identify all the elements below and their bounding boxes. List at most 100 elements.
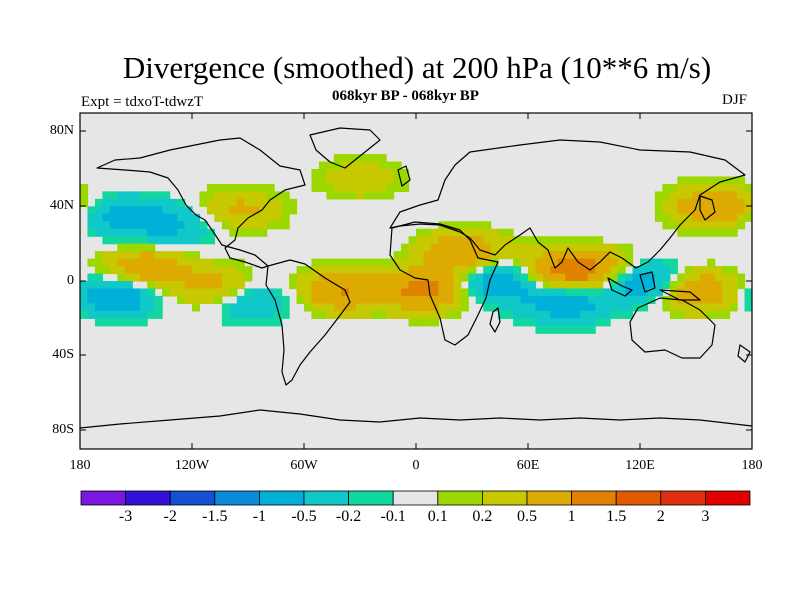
contour-cell xyxy=(169,251,178,260)
contour-cell xyxy=(281,213,290,222)
contour-cell xyxy=(274,191,283,200)
contour-cell xyxy=(266,198,275,207)
contour-cell xyxy=(587,303,596,312)
contour-cell xyxy=(356,258,365,267)
contour-cell xyxy=(617,251,626,260)
contour-cell xyxy=(640,258,649,267)
contour-cell xyxy=(572,251,581,260)
contour-cell xyxy=(707,281,716,290)
contour-cell xyxy=(229,183,238,192)
contour-cell xyxy=(229,318,238,327)
contour-cell xyxy=(266,206,275,215)
contour-cell xyxy=(124,206,133,215)
contour-cell xyxy=(251,318,260,327)
contour-cell xyxy=(542,303,551,312)
contour-cell xyxy=(236,310,245,319)
contour-cell xyxy=(162,191,171,200)
colorbar-label: -2 xyxy=(163,508,177,525)
contour-cell xyxy=(236,206,245,215)
contour-cell xyxy=(669,198,678,207)
contour-cell xyxy=(647,288,656,297)
contour-cell xyxy=(318,310,327,319)
contour-cell xyxy=(356,288,365,297)
contour-cell xyxy=(311,295,320,304)
colorbar-label: -0.2 xyxy=(335,508,362,525)
contour-cell xyxy=(535,288,544,297)
contour-cell xyxy=(737,176,746,185)
contour-cell xyxy=(221,318,230,327)
contour-cell xyxy=(408,258,417,267)
contour-cell xyxy=(94,213,103,222)
contour-cell xyxy=(259,228,268,237)
contour-cell xyxy=(640,295,649,304)
colorbar-label: -0.1 xyxy=(380,508,406,525)
contour-cell xyxy=(453,236,462,245)
contour-cell xyxy=(274,288,283,297)
contour-cell xyxy=(722,183,731,192)
contour-cell xyxy=(147,310,156,319)
contour-cell xyxy=(520,310,529,319)
contour-cell xyxy=(647,273,656,282)
contour-cell xyxy=(371,176,380,185)
contour-cell xyxy=(505,236,514,245)
contour-cell xyxy=(565,310,574,319)
contour-cell xyxy=(274,318,283,327)
contour-cell xyxy=(199,198,208,207)
contour-cell xyxy=(229,288,238,297)
contour-cell xyxy=(251,228,260,237)
contour-cell xyxy=(550,295,559,304)
contour-cell xyxy=(236,281,245,290)
contour-cell xyxy=(572,295,581,304)
contour-cell xyxy=(393,183,402,192)
contour-cell xyxy=(520,258,529,267)
contour-cell xyxy=(147,236,156,245)
contour-cell xyxy=(617,258,626,267)
contour-cell xyxy=(206,191,215,200)
contour-cell xyxy=(654,266,663,275)
contour-cell xyxy=(423,281,432,290)
contour-cell xyxy=(453,310,462,319)
contour-cell xyxy=(528,266,537,275)
contour-cell xyxy=(692,266,701,275)
contour-cell xyxy=(206,288,215,297)
contour-cell xyxy=(483,303,492,312)
contour-cell xyxy=(318,273,327,282)
contour-cell xyxy=(632,303,641,312)
contour-cell xyxy=(363,258,372,267)
contour-cell xyxy=(311,273,320,282)
contour-cell xyxy=(729,206,738,215)
contour-cell xyxy=(430,295,439,304)
contour-cell xyxy=(348,295,357,304)
contour-cell xyxy=(737,198,746,207)
contour-cell xyxy=(348,183,357,192)
contour-cell xyxy=(117,206,126,215)
contour-cell xyxy=(184,251,193,260)
contour-cell xyxy=(654,281,663,290)
contour-cell xyxy=(535,273,544,282)
coast-antarctica xyxy=(80,409,752,429)
contour-cell xyxy=(513,273,522,282)
contour-cell xyxy=(707,310,716,319)
contour-cell xyxy=(722,288,731,297)
contour-cell xyxy=(692,206,701,215)
contour-cell xyxy=(520,295,529,304)
contour-cell xyxy=(393,288,402,297)
contour-cell xyxy=(498,303,507,312)
contour-cell xyxy=(542,251,551,260)
contour-cell xyxy=(132,198,141,207)
contour-cell xyxy=(595,295,604,304)
contour-cell xyxy=(192,295,201,304)
contour-cell xyxy=(371,273,380,282)
contour-cell xyxy=(229,310,238,319)
contour-cell xyxy=(722,295,731,304)
coast-madagascar xyxy=(489,307,501,333)
contour-cell xyxy=(147,198,156,207)
contour-cell xyxy=(102,310,111,319)
contour-cell xyxy=(177,273,186,282)
contour-cell xyxy=(662,303,671,312)
contour-cell xyxy=(416,310,425,319)
contour-cell xyxy=(386,288,395,297)
contour-cell xyxy=(281,198,290,207)
contour-cell xyxy=(386,191,395,200)
